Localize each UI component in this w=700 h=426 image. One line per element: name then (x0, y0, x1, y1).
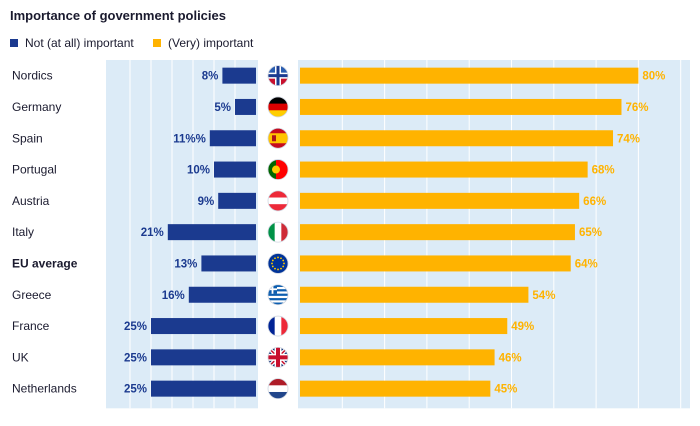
bar-important-uk (300, 349, 495, 366)
flag-eu-icon (267, 253, 289, 274)
data-label-important-spain: 74% (617, 133, 640, 145)
flag-nordics-icon (267, 65, 289, 87)
category-label-nordics: Nordics (12, 69, 53, 83)
data-label-not-important-spain: 11%% (173, 133, 206, 145)
category-label-spain: Spain (12, 131, 43, 145)
bar-important-netherlands (300, 380, 491, 397)
category-label-greece: Greece (12, 288, 52, 302)
data-label-important-italy: 65% (579, 227, 602, 239)
bar-important-austria (300, 192, 580, 209)
legend-item-not-important: Not (at all) important (10, 36, 134, 50)
flag-greece-icon (267, 284, 289, 306)
bar-not-important-france (151, 318, 256, 335)
bar-not-important-spain (209, 130, 256, 147)
bar-important-portugal (300, 161, 588, 178)
category-label-eu-average: EU average (12, 256, 78, 270)
chart-title: Importance of government policies (10, 8, 226, 23)
bar-important-greece (300, 286, 529, 303)
bar-not-important-greece (188, 286, 256, 303)
category-label-france: France (12, 319, 50, 333)
legend-swatch-not-important (10, 39, 18, 47)
bar-not-important-austria (218, 192, 256, 209)
data-label-important-germany: 76% (625, 102, 648, 114)
data-label-not-important-portugal: 10% (187, 165, 210, 177)
data-label-not-important-germany: 5% (214, 102, 231, 114)
data-label-not-important-uk: 25% (124, 352, 147, 364)
bar-important-germany (300, 98, 622, 115)
bar-important-france (300, 318, 508, 335)
bar-important-nordics (300, 67, 639, 84)
category-label-germany: Germany (12, 100, 61, 114)
data-label-important-greece: 54% (532, 290, 555, 302)
data-label-important-uk: 46% (499, 352, 522, 364)
bar-important-italy (300, 224, 575, 241)
flag-germany-icon (267, 96, 289, 118)
flag-uk-icon (267, 346, 289, 368)
flag-france-icon (267, 315, 289, 337)
bar-not-important-nordics (222, 67, 256, 84)
data-label-not-important-nordics: 8% (202, 71, 219, 83)
data-label-not-important-italy: 21% (141, 227, 164, 239)
data-label-not-important-netherlands: 25% (124, 384, 147, 396)
bar-not-important-netherlands (151, 380, 256, 397)
bar-not-important-germany (235, 98, 256, 115)
bar-not-important-portugal (214, 161, 256, 178)
category-label-netherlands: Netherlands (12, 382, 77, 396)
category-label-uk: UK (12, 350, 29, 364)
flag-netherlands-icon (267, 378, 289, 400)
category-label-italy: Italy (12, 225, 34, 239)
legend-label-not-important: Not (at all) important (25, 36, 134, 50)
legend-swatch-important (153, 39, 161, 47)
data-label-not-important-greece: 16% (162, 290, 185, 302)
flag-austria-icon (267, 190, 289, 212)
data-label-not-important-eu-average: 13% (174, 258, 197, 270)
bar-not-important-eu-average (201, 255, 256, 272)
category-label-austria: Austria (12, 194, 50, 208)
bar-important-spain (300, 130, 614, 147)
flag-italy-icon (267, 221, 289, 243)
data-label-important-austria: 66% (583, 196, 606, 208)
flag-portugal-icon (267, 159, 289, 180)
category-label-portugal: Portugal (12, 163, 57, 177)
data-label-important-nordics: 80% (642, 71, 665, 83)
data-label-important-netherlands: 45% (494, 384, 517, 396)
flag-spain-icon (267, 127, 289, 149)
legend-item-important: (Very) important (153, 36, 253, 50)
data-label-important-portugal: 68% (592, 165, 615, 177)
data-label-not-important-france: 25% (124, 321, 147, 333)
bar-not-important-italy (167, 224, 256, 241)
data-label-important-eu-average: 64% (575, 258, 598, 270)
bar-important-eu-average (300, 255, 571, 272)
data-label-not-important-austria: 9% (198, 196, 215, 208)
legend-label-important: (Very) important (168, 36, 254, 50)
bar-not-important-uk (151, 349, 256, 366)
data-label-important-france: 49% (511, 321, 534, 333)
